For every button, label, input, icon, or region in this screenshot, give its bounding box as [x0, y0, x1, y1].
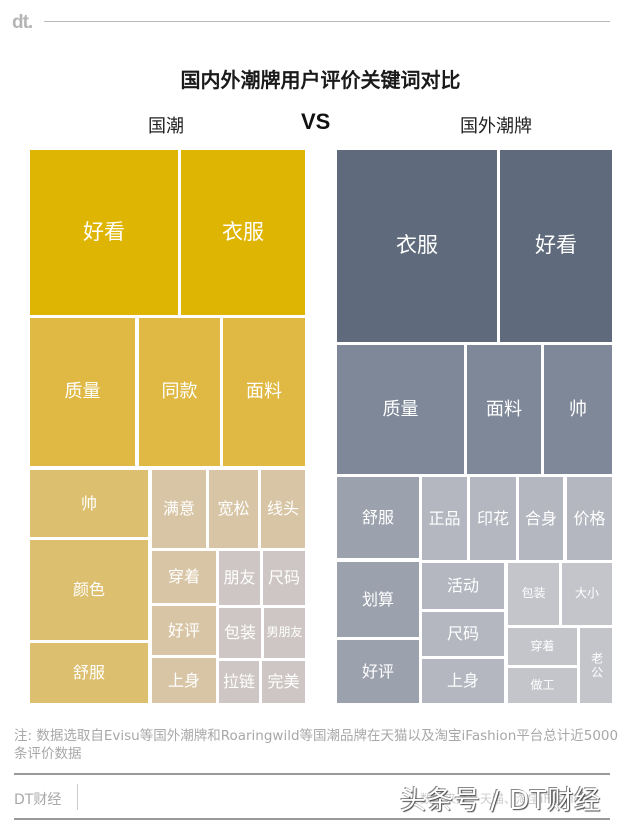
treemap-tile: 尺码	[422, 612, 504, 656]
treemap-tile: 同款	[139, 318, 220, 466]
watermark: 头条号 / DT财经	[400, 786, 602, 816]
treemap-tile: 舒服	[30, 643, 148, 703]
treemap-tile: 质量	[337, 345, 464, 474]
top-divider	[44, 21, 610, 22]
treemap-tile: 合身	[519, 477, 563, 560]
treemap-tile: 满意	[152, 470, 206, 548]
treemap-tile: 印花	[470, 477, 516, 560]
treemap-tile: 好看	[500, 150, 612, 342]
chart-title: 国内外潮牌用户评价关键词对比	[180, 68, 461, 92]
domestic-label: 国潮	[148, 116, 184, 137]
treemap-tile: 包装	[219, 608, 261, 658]
treemap-tile: 完美	[262, 661, 305, 703]
treemap-tile: 衣服	[181, 150, 305, 315]
treemap-tile: 男朋友	[264, 608, 305, 658]
treemap-tile: 颜色	[30, 540, 148, 640]
treemap-tile: 好评	[337, 640, 419, 703]
footnote: 注: 数据选取自Evisu等国外潮牌和Roaringwild等国潮品牌在天猫以及…	[14, 728, 619, 762]
treemap-tile: 老公	[580, 628, 612, 703]
treemap-tile: 质量	[30, 318, 135, 466]
treemap-tile: 尺码	[263, 551, 305, 605]
treemap-tile: 活动	[422, 563, 504, 609]
treemap-tile: 帅	[30, 470, 148, 537]
footer-source: 数据来源：天猫、淘宝iFashion	[420, 792, 589, 806]
treemap-tile: 面料	[467, 345, 541, 474]
treemap-tile: 穿着	[152, 551, 216, 603]
footer-divider-bottom	[14, 818, 610, 820]
treemap-tile: 舒服	[337, 477, 419, 558]
treemap-tile: 好评	[152, 606, 216, 655]
dt-logo: dt.	[12, 12, 33, 33]
treemap-tile: 上身	[422, 659, 504, 703]
treemap-tile: 包装	[508, 563, 559, 625]
footer-separator	[77, 784, 78, 810]
treemap-tile: 穿着	[508, 628, 577, 665]
treemap-tile: 价格	[567, 477, 612, 560]
footer-divider-top	[14, 773, 610, 775]
footer-brand: DT财经	[14, 792, 62, 808]
treemap-tile: 划算	[337, 562, 419, 637]
treemap-tile: 线头	[261, 470, 305, 548]
treemap-tile: 大小	[562, 563, 612, 625]
treemap-tile: 面料	[223, 318, 305, 466]
treemap-tile: 朋友	[219, 551, 260, 605]
treemap-tile: 帅	[544, 345, 612, 474]
treemap-tile: 正品	[422, 477, 467, 560]
treemap-tile: 衣服	[337, 150, 497, 342]
treemap-tile: 拉链	[219, 661, 259, 703]
vs-label: VS	[301, 109, 331, 134]
treemap-tile: 好看	[30, 150, 178, 315]
treemap-tile: 宽松	[209, 470, 258, 548]
treemap-tile: 做工	[508, 668, 577, 703]
treemap-tile: 上身	[152, 658, 216, 703]
foreign-label: 国外潮牌	[460, 116, 532, 137]
